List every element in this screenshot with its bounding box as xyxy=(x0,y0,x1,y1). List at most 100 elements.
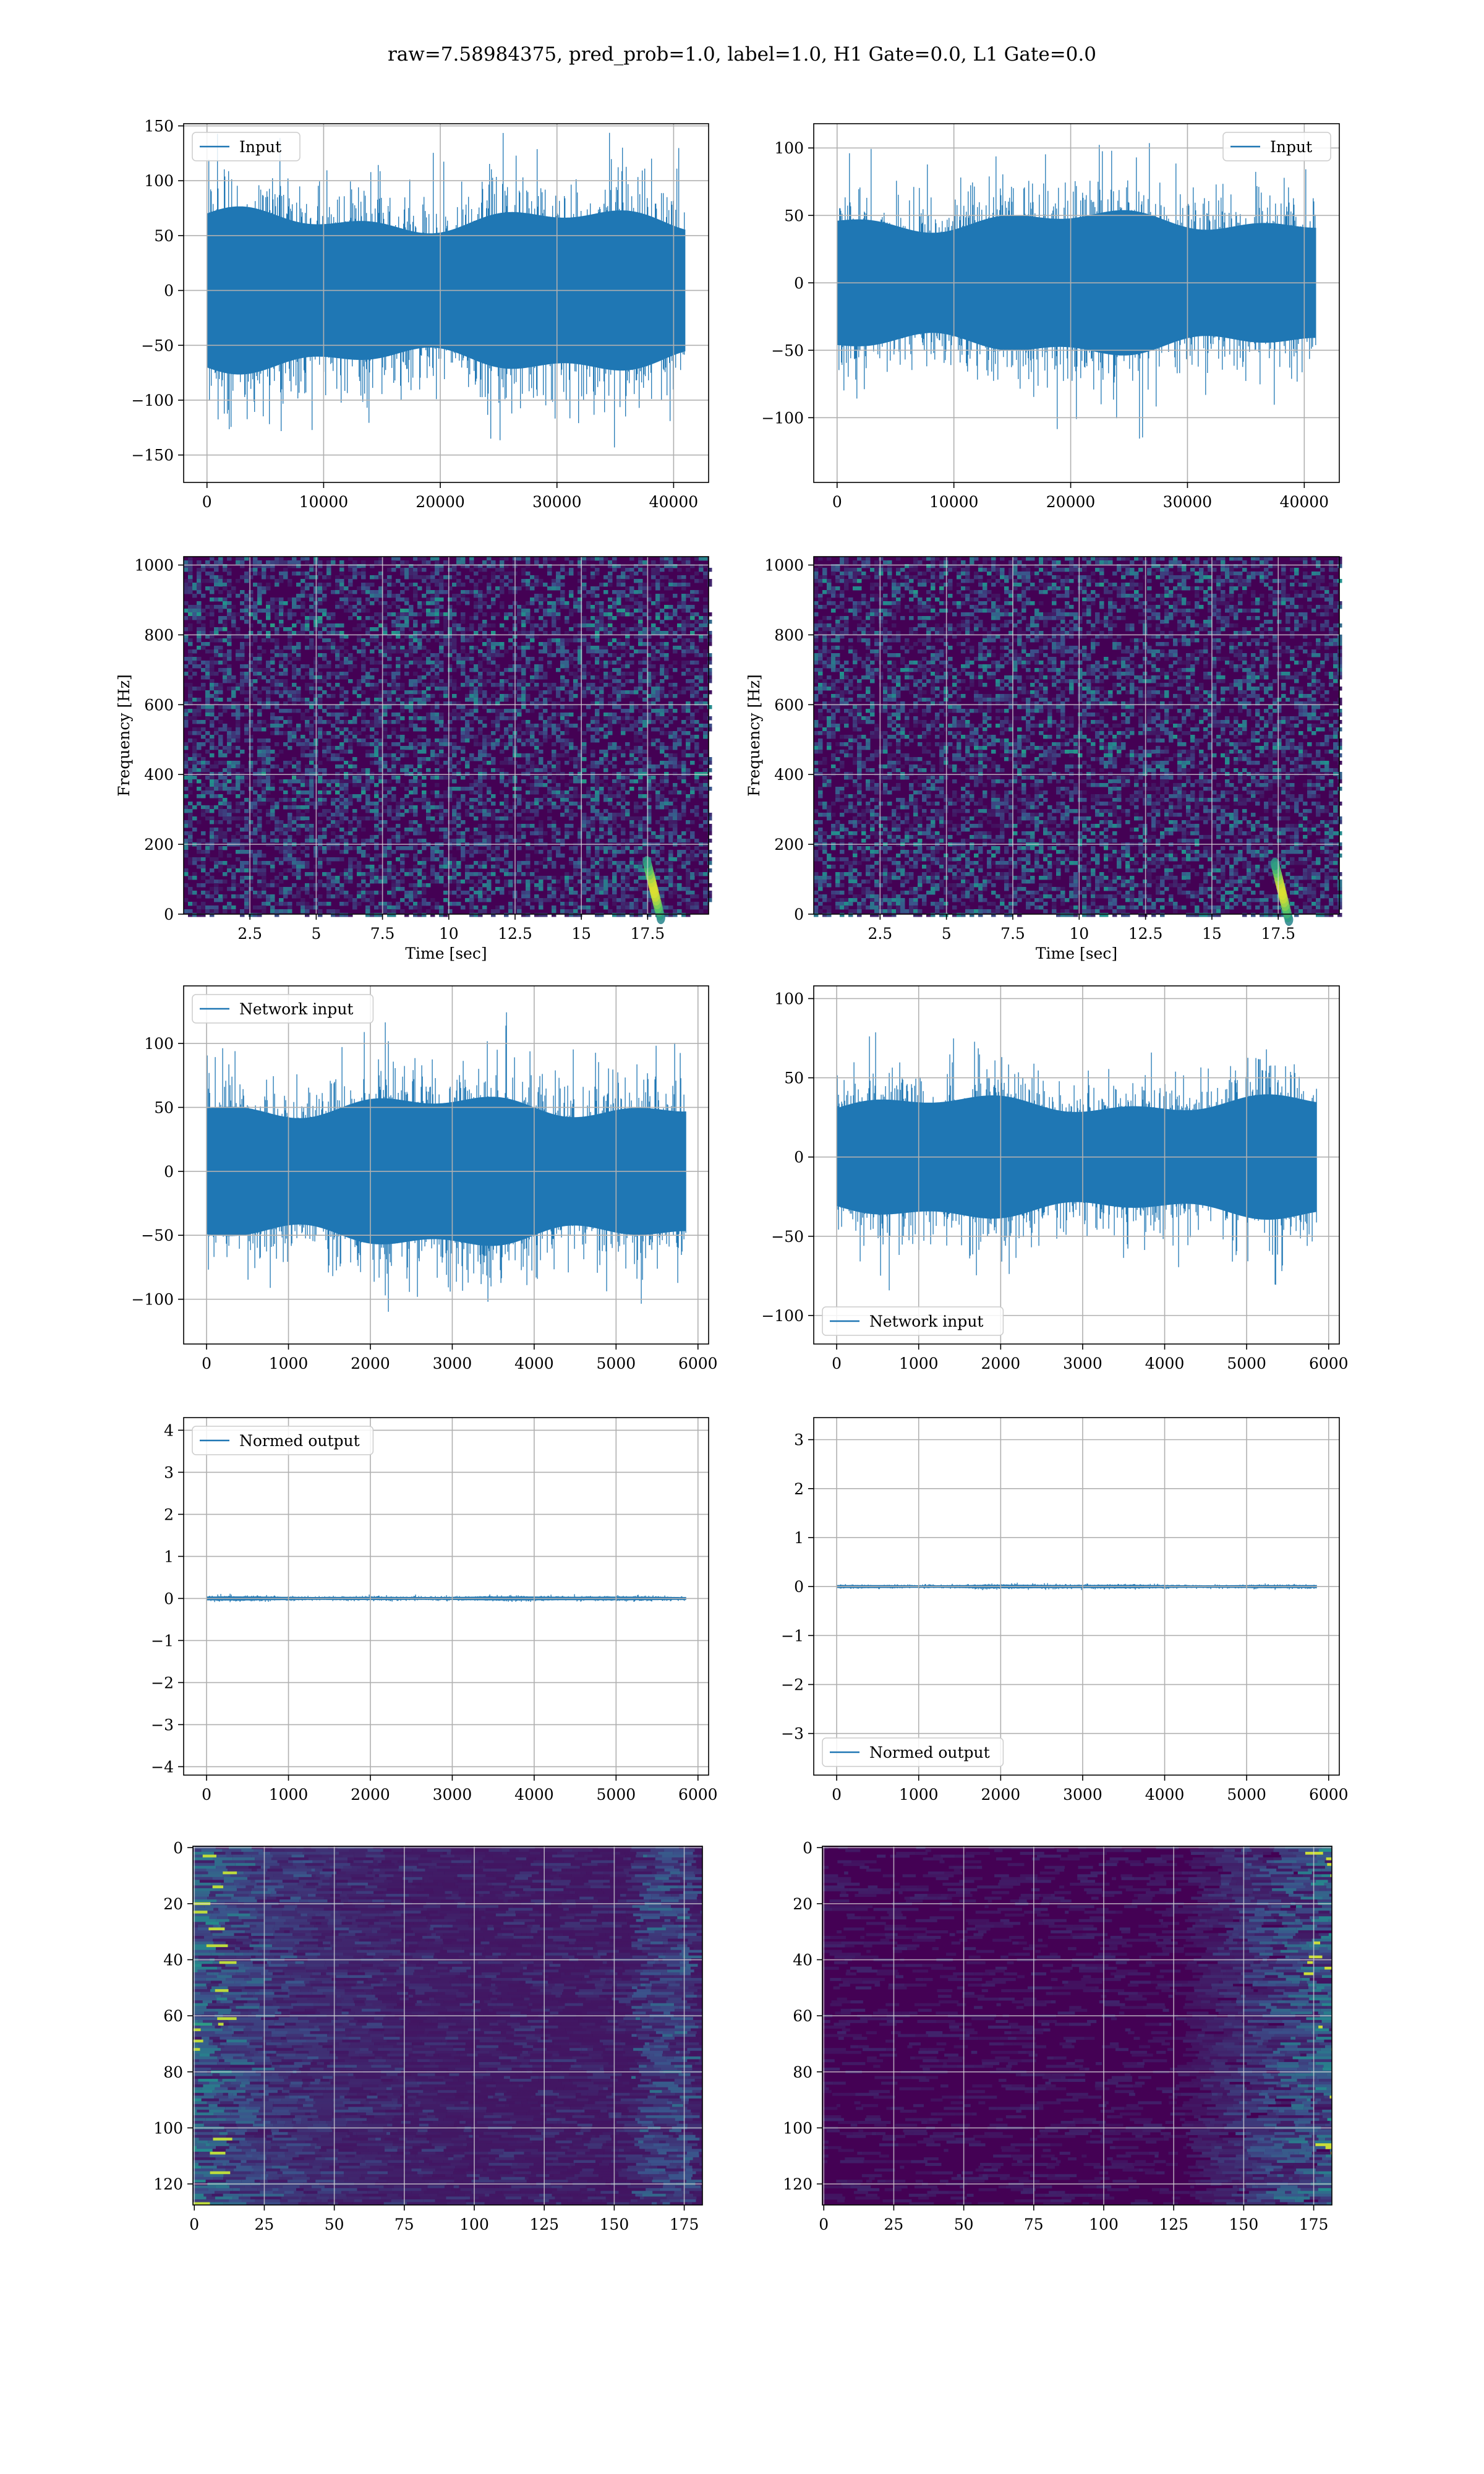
x-tick-label: 3000 xyxy=(1063,1786,1102,1804)
panel-4: 2.5 5 7.5 10 12.5 15 17.502004006008001000Time… xyxy=(745,557,1342,962)
y-tick-label: −50 xyxy=(141,1226,174,1244)
x-tick-label: 30000 xyxy=(532,493,582,511)
x-axis-label: Time [sec] xyxy=(405,944,487,962)
y-tick-label: 80 xyxy=(163,2063,183,2081)
x-tick-label: 10 xyxy=(439,925,459,943)
y-tick-label: 40 xyxy=(163,1951,183,1969)
x-tick-label: 40000 xyxy=(649,493,699,511)
y-tick-label: 0 xyxy=(794,1149,804,1166)
legend-label: Input xyxy=(239,138,281,156)
x-tick-label: 3000 xyxy=(433,1355,472,1372)
y-tick-label: 1000 xyxy=(764,557,804,575)
y-tick-label: 0 xyxy=(173,1839,183,1857)
legend-label: Normed output xyxy=(869,1744,990,1761)
legend: Network input xyxy=(822,1307,1003,1335)
y-tick-label: −2 xyxy=(781,1676,804,1694)
x-axis-label: Time [sec] xyxy=(1036,944,1117,962)
y-tick-label: −100 xyxy=(131,1291,174,1309)
y-tick-label: −100 xyxy=(131,392,174,409)
y-tick-label: 1000 xyxy=(134,557,174,575)
y-tick-label: 40 xyxy=(793,1951,812,1969)
x-tick-label: 2000 xyxy=(981,1786,1021,1804)
y-tick-label: −100 xyxy=(761,1307,804,1325)
x-tick-label: 5000 xyxy=(597,1786,636,1804)
x-tick-label: 4000 xyxy=(1145,1786,1185,1804)
heatmap xyxy=(193,1846,702,2205)
x-tick-label: 125 xyxy=(1159,2215,1188,2233)
legend-label: Normed output xyxy=(239,1432,360,1450)
x-tick-label: 175 xyxy=(670,2215,699,2233)
y-tick-label: 800 xyxy=(144,626,174,644)
x-tick-label: 2000 xyxy=(981,1355,1021,1372)
y-tick-label: 1 xyxy=(164,1547,174,1565)
x-tick-label: 12.5 xyxy=(1128,925,1163,943)
x-tick-label: 3000 xyxy=(433,1786,472,1804)
heatmap xyxy=(814,557,1342,926)
x-tick-label: 20000 xyxy=(1046,493,1096,511)
x-tick-label: 100 xyxy=(1089,2215,1119,2233)
panel-3: 2.5 5 7.5 10 12.5 15 17.502004006008001000Time… xyxy=(115,557,712,962)
legend-label: Network input xyxy=(239,1000,353,1018)
y-tick-label: 600 xyxy=(144,696,174,714)
x-tick-label: 25 xyxy=(884,2215,904,2233)
y-tick-label: −2 xyxy=(151,1674,174,1692)
x-tick-label: 75 xyxy=(1024,2215,1044,2233)
panel-1: 0 10000 20000 30000 40000−150−100−5005010015… xyxy=(131,118,709,511)
panel-5: 0 1000 2000 3000 4000 5000 6000−100−50050100Ne… xyxy=(131,986,717,1372)
x-tick-label: 100 xyxy=(459,2215,489,2233)
heatmap xyxy=(184,557,712,924)
y-tick-label: 50 xyxy=(784,207,804,225)
legend-label: Input xyxy=(1270,138,1312,156)
y-tick-label: −150 xyxy=(131,447,174,464)
x-tick-label: 0 xyxy=(819,2215,829,2233)
y-tick-label: 60 xyxy=(163,2007,183,2025)
y-tick-label: 0 xyxy=(164,282,174,300)
y-tick-label: 0 xyxy=(803,1839,812,1857)
x-tick-label: 175 xyxy=(1299,2215,1329,2233)
y-tick-label: 400 xyxy=(144,766,174,784)
x-tick-label: 50 xyxy=(954,2215,974,2233)
x-tick-label: 1000 xyxy=(899,1355,939,1372)
x-tick-label: 1000 xyxy=(899,1786,939,1804)
x-tick-label: 75 xyxy=(394,2215,414,2233)
y-tick-label: 0 xyxy=(164,905,174,923)
panel-8: 0 1000 2000 3000 4000 5000 6000−3−2−10123Norme… xyxy=(781,1418,1348,1804)
x-tick-label: 6000 xyxy=(1309,1786,1349,1804)
x-tick-label: 2.5 xyxy=(237,925,262,943)
y-tick-label: 20 xyxy=(163,1895,183,1913)
y-tick-label: 100 xyxy=(144,1035,174,1053)
x-tick-label: 10 xyxy=(1069,925,1089,943)
x-tick-label: 5 xyxy=(942,925,952,943)
x-tick-label: 0 xyxy=(832,493,842,511)
legend: Input xyxy=(192,132,300,161)
x-tick-label: 1000 xyxy=(269,1786,309,1804)
x-tick-label: 40000 xyxy=(1280,493,1329,511)
panel-7: 0 1000 2000 3000 4000 5000 6000−4−3−2−101234No… xyxy=(151,1418,717,1804)
x-tick-label: 5000 xyxy=(597,1355,636,1372)
y-tick-label: −3 xyxy=(151,1716,174,1734)
x-tick-label: 5000 xyxy=(1227,1786,1266,1804)
y-axis-label: Frequency [Hz] xyxy=(115,674,133,797)
y-tick-label: 50 xyxy=(154,227,174,245)
x-tick-label: 5 xyxy=(311,925,321,943)
x-tick-label: 6000 xyxy=(1309,1355,1349,1372)
y-tick-label: 100 xyxy=(144,172,174,190)
y-tick-label: 0 xyxy=(794,1578,804,1596)
x-tick-label: 6000 xyxy=(678,1786,718,1804)
y-tick-label: 100 xyxy=(774,139,804,157)
y-tick-label: 0 xyxy=(164,1163,174,1181)
x-tick-label: 17.5 xyxy=(1261,925,1295,943)
x-tick-label: 6000 xyxy=(678,1355,718,1372)
y-tick-label: 4 xyxy=(164,1421,174,1439)
x-tick-label: 125 xyxy=(529,2215,559,2233)
x-tick-label: 2000 xyxy=(351,1355,390,1372)
x-tick-label: 7.5 xyxy=(370,925,395,943)
legend: Normed output xyxy=(822,1738,1003,1766)
y-tick-label: 200 xyxy=(774,836,804,854)
x-tick-label: 4000 xyxy=(514,1355,554,1372)
x-tick-label: 10000 xyxy=(929,493,979,511)
y-tick-label: 100 xyxy=(783,2119,812,2137)
